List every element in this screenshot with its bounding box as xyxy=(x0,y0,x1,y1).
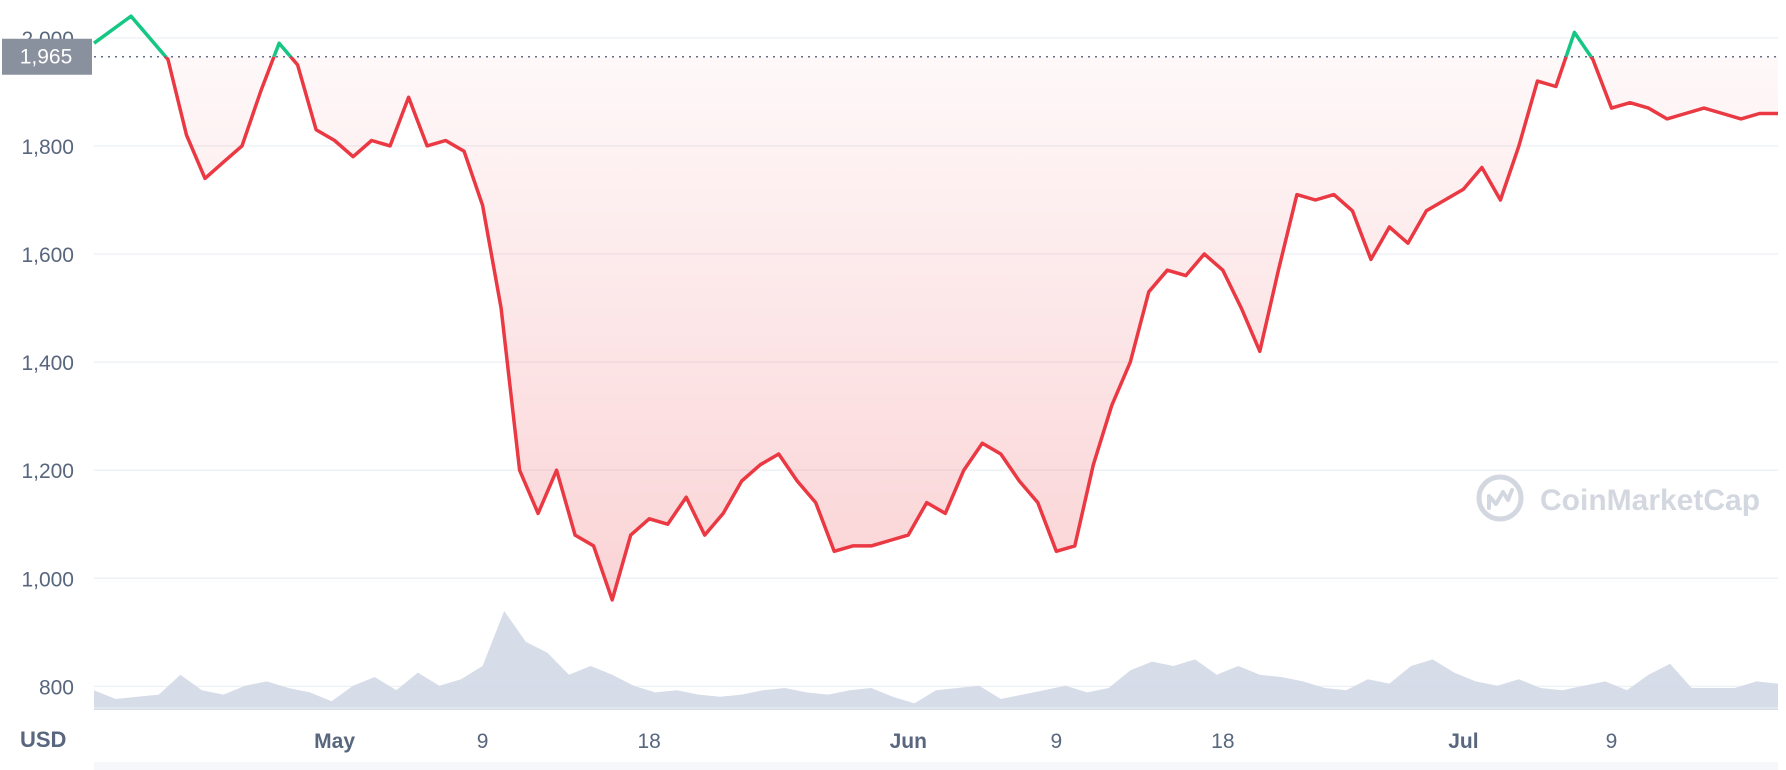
range-navigator-strip xyxy=(94,762,1778,770)
volume-area-path xyxy=(94,611,1778,710)
x-tick-label: 9 xyxy=(1050,730,1062,753)
x-tick-label: 18 xyxy=(1211,730,1234,753)
x-tick-label: Jul xyxy=(1448,730,1478,753)
y-tick-label: 1,600 xyxy=(21,244,74,267)
axes: 8001,0001,2001,4001,6001,8002,000May918J… xyxy=(21,28,1778,770)
watermark: CoinMarketCap xyxy=(1476,474,1760,522)
reference-badge-box xyxy=(2,38,92,75)
x-tick-label: Jun xyxy=(890,730,927,753)
x-tick-label: 18 xyxy=(637,730,660,753)
y-tick-label: 1,400 xyxy=(21,352,74,375)
reference-badge: 1,965 xyxy=(2,38,92,75)
price-line xyxy=(92,14,1778,602)
unit-label: USD xyxy=(20,727,66,752)
price-line-below xyxy=(163,56,1778,602)
x-tick-label: 9 xyxy=(1606,730,1618,753)
x-tick-label: 9 xyxy=(477,730,489,753)
x-tick-label: May xyxy=(314,730,355,753)
coinmarketcap-logo-icon xyxy=(1476,474,1524,522)
below-reference-fill xyxy=(94,56,1778,600)
volume-area xyxy=(94,611,1778,710)
y-tick-label: 1,000 xyxy=(21,568,74,591)
reference-badge-label: 1,965 xyxy=(20,46,73,69)
watermark-text: CoinMarketCap xyxy=(1540,484,1760,517)
y-tick-label: 1,800 xyxy=(21,136,74,159)
y-tick-label: 800 xyxy=(39,676,74,699)
price-fill-area xyxy=(94,56,1778,600)
y-tick-label: 1,200 xyxy=(21,460,74,483)
